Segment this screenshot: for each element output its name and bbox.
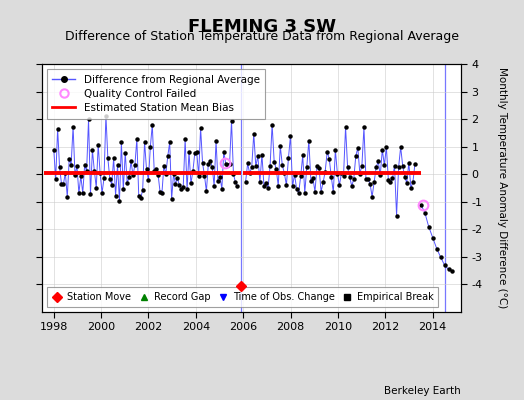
Y-axis label: Monthly Temperature Anomaly Difference (°C): Monthly Temperature Anomaly Difference (… [497, 67, 507, 309]
Legend: Station Move, Record Gap, Time of Obs. Change, Empirical Break: Station Move, Record Gap, Time of Obs. C… [47, 288, 439, 307]
Text: Difference of Station Temperature Data from Regional Average: Difference of Station Temperature Data f… [65, 30, 459, 43]
Text: FLEMING 3 SW: FLEMING 3 SW [188, 18, 336, 36]
Text: Berkeley Earth: Berkeley Earth [385, 386, 461, 396]
